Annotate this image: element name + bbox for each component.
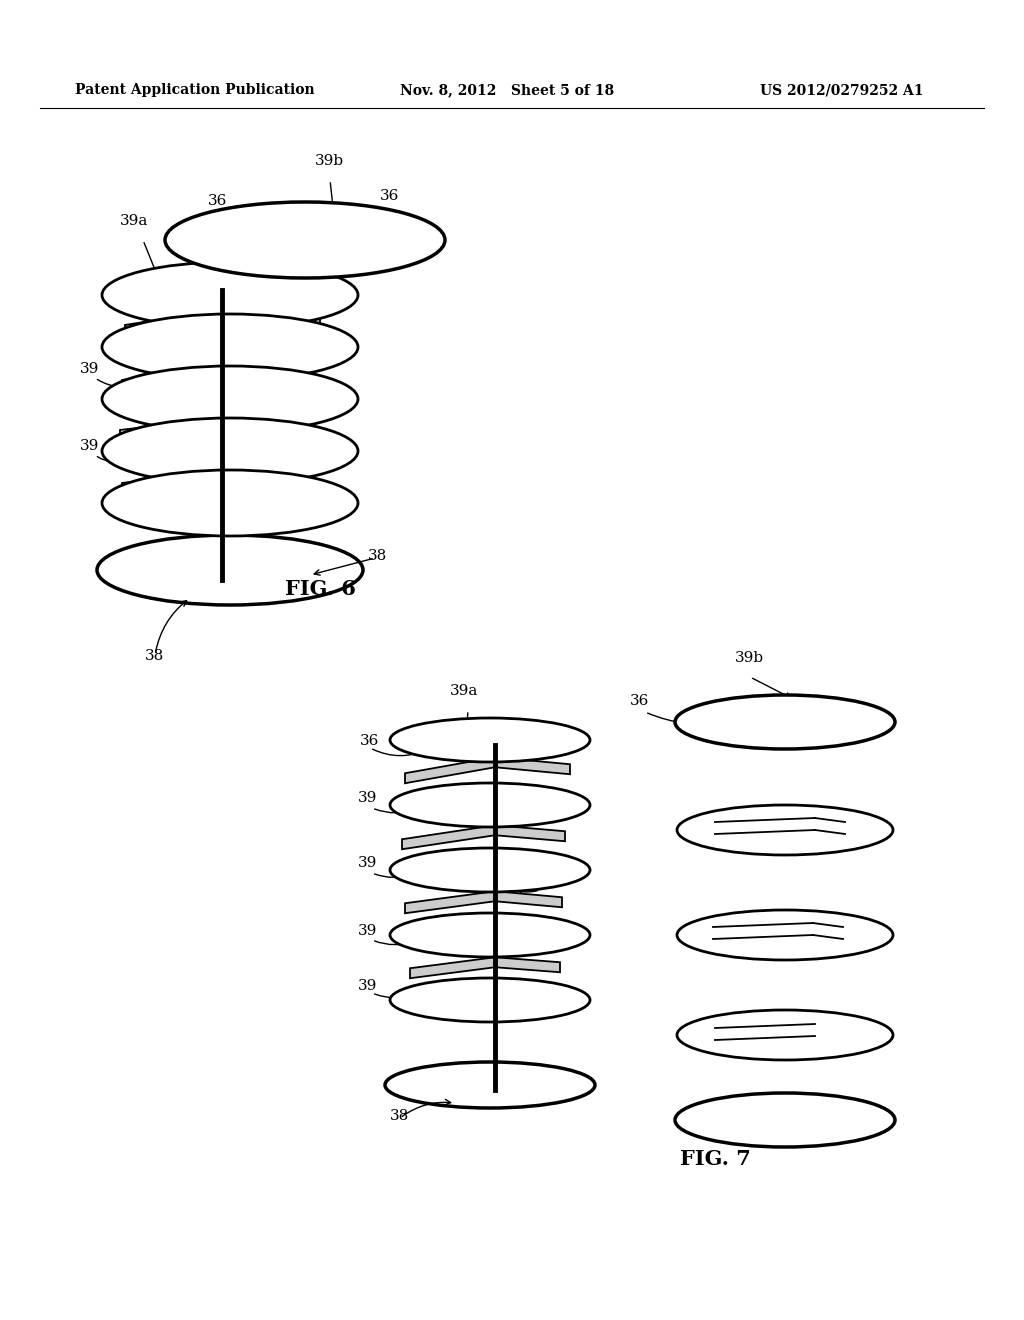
Polygon shape — [122, 471, 225, 492]
Ellipse shape — [102, 261, 358, 327]
Polygon shape — [225, 418, 312, 433]
Polygon shape — [406, 758, 495, 783]
Text: 36: 36 — [380, 189, 399, 203]
Text: 39b: 39b — [735, 651, 764, 665]
Polygon shape — [495, 957, 560, 973]
Text: 39: 39 — [358, 979, 378, 993]
Text: 39b: 39b — [315, 154, 344, 168]
Text: 38: 38 — [830, 1107, 849, 1121]
Text: 39: 39 — [80, 362, 99, 376]
Polygon shape — [122, 364, 225, 389]
Text: 39a: 39a — [120, 214, 148, 228]
Text: 39: 39 — [265, 418, 285, 433]
Polygon shape — [120, 418, 225, 440]
Ellipse shape — [102, 418, 358, 484]
Polygon shape — [225, 471, 310, 486]
Text: Patent Application Publication: Patent Application Publication — [75, 83, 314, 96]
Ellipse shape — [102, 366, 358, 432]
Text: 36: 36 — [360, 734, 379, 748]
Text: 39: 39 — [358, 924, 378, 939]
Ellipse shape — [165, 202, 445, 279]
Polygon shape — [495, 825, 565, 841]
Text: 39: 39 — [358, 855, 378, 870]
Ellipse shape — [390, 718, 590, 762]
Ellipse shape — [675, 696, 895, 748]
Text: 39: 39 — [80, 440, 99, 453]
Text: 38: 38 — [145, 649, 164, 663]
Text: 39: 39 — [535, 804, 554, 818]
Text: 39a: 39a — [450, 684, 478, 698]
Text: FIG. 6: FIG. 6 — [285, 579, 356, 599]
Text: FIG. 7: FIG. 7 — [680, 1148, 751, 1170]
Ellipse shape — [390, 783, 590, 828]
Polygon shape — [125, 310, 222, 337]
Text: Nov. 8, 2012   Sheet 5 of 18: Nov. 8, 2012 Sheet 5 of 18 — [400, 83, 614, 96]
Ellipse shape — [675, 1093, 895, 1147]
Polygon shape — [410, 957, 495, 978]
Text: US 2012/0279252 A1: US 2012/0279252 A1 — [760, 83, 924, 96]
Polygon shape — [222, 310, 319, 327]
Polygon shape — [225, 364, 315, 379]
Text: 39: 39 — [535, 983, 554, 998]
Polygon shape — [402, 825, 495, 849]
Ellipse shape — [390, 913, 590, 957]
Ellipse shape — [385, 1063, 595, 1107]
Text: 39: 39 — [535, 874, 554, 888]
Text: 39: 39 — [232, 393, 251, 408]
Ellipse shape — [102, 470, 358, 536]
Ellipse shape — [390, 847, 590, 892]
Text: 36: 36 — [208, 194, 227, 209]
Text: 38: 38 — [368, 549, 387, 564]
Polygon shape — [495, 891, 562, 907]
Text: 39: 39 — [248, 451, 267, 465]
Polygon shape — [495, 758, 570, 775]
Text: 38: 38 — [390, 1109, 410, 1123]
Ellipse shape — [97, 535, 362, 605]
Polygon shape — [406, 891, 495, 913]
Text: 39: 39 — [358, 791, 378, 805]
Ellipse shape — [102, 314, 358, 380]
Text: 36: 36 — [630, 694, 649, 708]
Ellipse shape — [390, 978, 590, 1022]
